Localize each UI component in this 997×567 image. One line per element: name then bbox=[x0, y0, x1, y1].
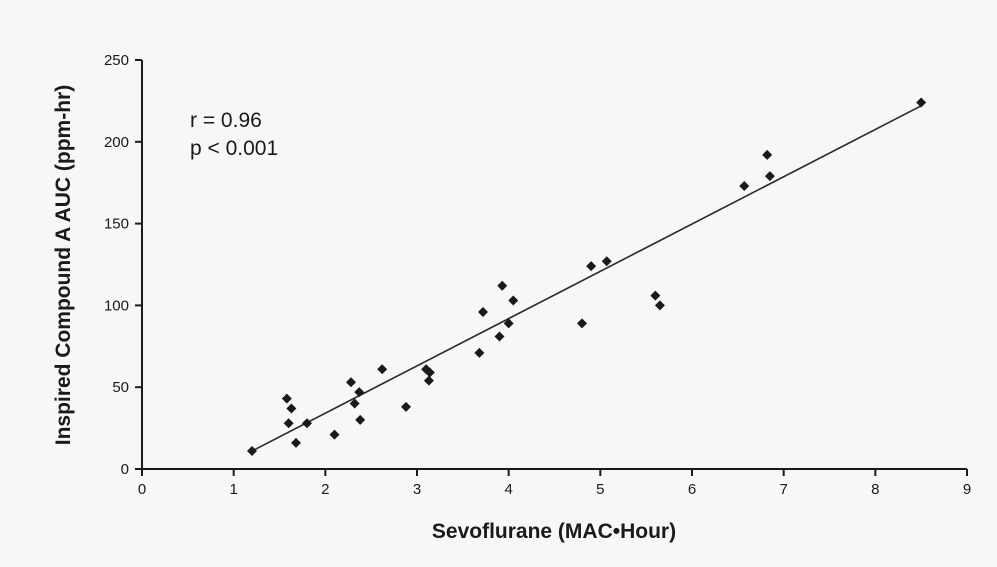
y-tick-label: 150 bbox=[104, 216, 129, 233]
data-point bbox=[508, 295, 519, 306]
data-point bbox=[497, 280, 508, 291]
data-point bbox=[281, 393, 292, 404]
data-point bbox=[478, 306, 488, 317]
data-point bbox=[401, 401, 411, 412]
x-tick-label: 6 bbox=[688, 481, 696, 498]
data-point bbox=[423, 375, 434, 386]
data-point bbox=[346, 377, 356, 388]
y-tick-label: 50 bbox=[112, 379, 129, 396]
data-point bbox=[739, 180, 750, 191]
data-point bbox=[650, 290, 661, 301]
data-point bbox=[503, 318, 514, 329]
x-tick-label: 9 bbox=[963, 481, 971, 498]
x-axis-title: Sevoflurane (MAC•Hour) bbox=[432, 520, 676, 543]
x-tick-label: 4 bbox=[504, 481, 512, 498]
data-point bbox=[349, 398, 360, 409]
x-tick-label: 0 bbox=[138, 481, 146, 498]
data-point bbox=[354, 387, 365, 398]
data-points bbox=[247, 97, 927, 457]
data-point bbox=[247, 446, 257, 457]
x-tick-label: 7 bbox=[779, 481, 787, 498]
data-point bbox=[474, 347, 485, 358]
y-axis-title: Inspired Compound A AUC (ppm-hr) bbox=[52, 85, 75, 445]
annotation-p: p < 0.001 bbox=[190, 137, 278, 160]
y-tick-label: 250 bbox=[104, 52, 129, 69]
data-point bbox=[916, 97, 927, 108]
data-point bbox=[424, 367, 435, 378]
correlation-annotations: r = 0.96 p < 0.001 bbox=[190, 109, 278, 160]
regression-line bbox=[251, 105, 922, 452]
x-tick-label: 8 bbox=[871, 481, 879, 498]
data-point bbox=[283, 418, 294, 429]
data-point bbox=[762, 149, 773, 160]
data-point bbox=[302, 418, 312, 429]
data-point bbox=[291, 437, 301, 448]
data-point bbox=[377, 364, 388, 375]
data-point bbox=[764, 171, 775, 182]
y-tick-label: 200 bbox=[104, 134, 129, 151]
x-tick-label: 2 bbox=[321, 481, 329, 498]
data-point bbox=[601, 256, 612, 267]
data-point bbox=[586, 261, 597, 272]
x-tick-label: 3 bbox=[413, 481, 421, 498]
axes: 0 1 2 3 4 5 6 7 8 9 0 50 100 150 200 250 bbox=[104, 52, 971, 498]
data-point bbox=[329, 429, 340, 440]
data-point bbox=[286, 403, 297, 414]
x-tick-label: 1 bbox=[229, 481, 237, 498]
annotation-r: r = 0.96 bbox=[190, 109, 262, 132]
data-point bbox=[494, 331, 505, 342]
y-tick-label: 0 bbox=[121, 461, 129, 478]
y-tick-label: 100 bbox=[104, 297, 129, 314]
data-point bbox=[355, 414, 366, 425]
data-point bbox=[654, 300, 665, 311]
data-point bbox=[577, 318, 587, 329]
x-tick-label: 5 bbox=[596, 481, 604, 498]
